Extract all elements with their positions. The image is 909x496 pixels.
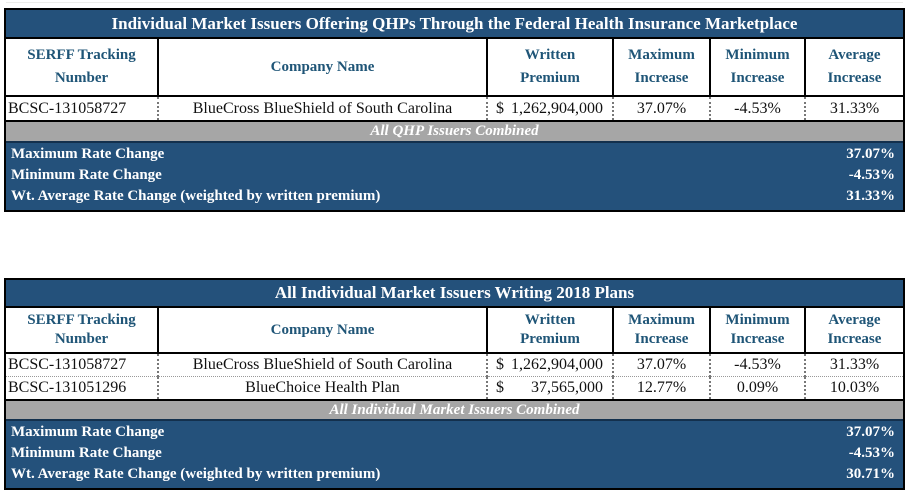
summary-label: Minimum Rate Change	[11, 445, 162, 461]
header-line: SERFF Tracking	[27, 312, 136, 328]
header-line: Maximum	[628, 312, 695, 328]
header-line: Maximum	[628, 47, 695, 63]
col-header-company: Company Name	[158, 308, 488, 354]
scan-artifact-line	[6, 2, 903, 3]
table-row: BCSC-131051296 BlueChoice Health Plan $ …	[6, 376, 903, 399]
summary-row-wt-avg-rate-change: Wt. Average Rate Change (weighted by wri…	[6, 186, 903, 207]
col-header-avg-increase: Average Increase	[805, 308, 903, 354]
col-header-min-increase: Minimum Increase	[710, 308, 806, 354]
summary-value: 30.71%	[846, 466, 895, 482]
all-issuers-table: All Individual Market Issuers Writing 20…	[4, 278, 905, 490]
cell-max-increase: 12.77%	[613, 376, 711, 399]
header-line: Average	[828, 312, 881, 328]
header-line: Written	[524, 47, 576, 63]
premium-amount: 37,565,000	[531, 379, 603, 396]
cell-min-increase: -4.53%	[710, 96, 806, 120]
summary-label: Minimum Rate Change	[11, 167, 162, 183]
summary-row-max-rate-change: Maximum Rate Change 37.07%	[6, 144, 903, 165]
qhp-data-grid: SERFF Tracking Number Company Name Writt…	[6, 39, 903, 120]
table-title: All Individual Market Issuers Writing 20…	[6, 280, 903, 308]
combined-band-label: All Individual Market Issuers Combined	[6, 399, 903, 421]
cell-company-name: BlueCross BlueShield of South Carolina	[158, 353, 488, 377]
col-header-max-increase: Maximum Increase	[613, 308, 711, 354]
summary-value: -4.53%	[848, 167, 895, 183]
header-line: Number	[54, 70, 109, 86]
col-header-avg-increase: Average Increase	[805, 39, 903, 97]
header-line: Increase	[730, 70, 785, 86]
table-row: BCSC-131058727 BlueCross BlueShield of S…	[6, 96, 903, 120]
col-header-serff: SERFF Tracking Number	[6, 39, 159, 97]
summary-label: Maximum Rate Change	[11, 424, 165, 440]
cell-company-name: BlueCross BlueShield of South Carolina	[158, 96, 488, 120]
header-line: Minimum	[725, 47, 790, 63]
summary-value: 37.07%	[846, 146, 895, 162]
summary-row-min-rate-change: Minimum Rate Change -4.53%	[6, 443, 903, 464]
summary-section: Maximum Rate Change 37.07% Minimum Rate …	[6, 143, 903, 210]
cell-written-premium: $ 1,262,904,000	[487, 96, 614, 120]
currency-symbol: $	[496, 356, 504, 373]
table-title: Individual Market Issuers Offering QHPs …	[6, 10, 903, 39]
currency-symbol: $	[496, 99, 504, 117]
premium-amount: 1,262,904,000	[511, 99, 603, 117]
cell-avg-increase: 31.33%	[805, 353, 903, 377]
all-issuers-data-grid: SERFF Tracking Number Company Name Writt…	[6, 308, 903, 399]
cell-serff-number: BCSC-131058727	[6, 353, 159, 377]
cell-avg-increase: 10.03%	[805, 376, 903, 399]
combined-band-label: All QHP Issuers Combined	[6, 120, 903, 143]
col-header-serff: SERFF Tracking Number	[6, 308, 159, 354]
summary-label: Wt. Average Rate Change (weighted by wri…	[11, 466, 381, 482]
header-line: Increase	[827, 70, 882, 86]
cell-serff-number: BCSC-131058727	[6, 96, 159, 120]
column-header-row: SERFF Tracking Number Company Name Writt…	[6, 39, 903, 97]
col-header-min-increase: Minimum Increase	[710, 39, 806, 97]
header-line: Premium	[520, 70, 580, 86]
header-line: Average	[828, 47, 881, 63]
cell-serff-number: BCSC-131051296	[6, 376, 159, 399]
header-line: Company Name	[270, 321, 375, 338]
table-row: BCSC-131058727 BlueCross BlueShield of S…	[6, 353, 903, 377]
currency-symbol: $	[496, 379, 504, 396]
col-header-written-premium: Written Premium	[487, 308, 614, 354]
header-line: Number	[54, 331, 109, 347]
header-line: Increase	[730, 331, 785, 347]
cell-company-name: BlueChoice Health Plan	[158, 376, 488, 399]
summary-row-wt-avg-rate-change: Wt. Average Rate Change (weighted by wri…	[6, 464, 903, 485]
header-line: Increase	[827, 331, 882, 347]
column-header-row: SERFF Tracking Number Company Name Writt…	[6, 308, 903, 354]
cell-min-increase: 0.09%	[710, 376, 806, 399]
header-line: Increase	[634, 70, 689, 86]
cell-max-increase: 37.07%	[613, 353, 711, 377]
qhp-issuers-table: Individual Market Issuers Offering QHPs …	[4, 8, 905, 212]
col-header-company: Company Name	[158, 39, 488, 97]
cell-max-increase: 37.07%	[613, 96, 711, 120]
cell-written-premium: $ 1,262,904,000	[487, 353, 614, 377]
cell-min-increase: -4.53%	[710, 353, 806, 377]
header-line: Increase	[634, 331, 689, 347]
summary-value: 37.07%	[846, 424, 895, 440]
header-line: SERFF Tracking	[27, 47, 136, 63]
summary-label: Maximum Rate Change	[11, 146, 165, 162]
summary-section: Maximum Rate Change 37.07% Minimum Rate …	[6, 421, 903, 488]
summary-value: 31.33%	[846, 188, 895, 204]
header-line: Minimum	[725, 312, 790, 328]
header-line: Written	[524, 312, 576, 328]
col-header-written-premium: Written Premium	[487, 39, 614, 97]
cell-avg-increase: 31.33%	[805, 96, 903, 120]
header-line: Company Name	[270, 58, 375, 75]
summary-row-min-rate-change: Minimum Rate Change -4.53%	[6, 165, 903, 186]
premium-amount: 1,262,904,000	[511, 356, 603, 373]
cell-written-premium: $ 37,565,000	[487, 376, 614, 399]
summary-value: -4.53%	[848, 445, 895, 461]
header-line: Premium	[520, 331, 580, 347]
summary-label: Wt. Average Rate Change (weighted by wri…	[11, 188, 381, 204]
summary-row-max-rate-change: Maximum Rate Change 37.07%	[6, 422, 903, 443]
col-header-max-increase: Maximum Increase	[613, 39, 711, 97]
